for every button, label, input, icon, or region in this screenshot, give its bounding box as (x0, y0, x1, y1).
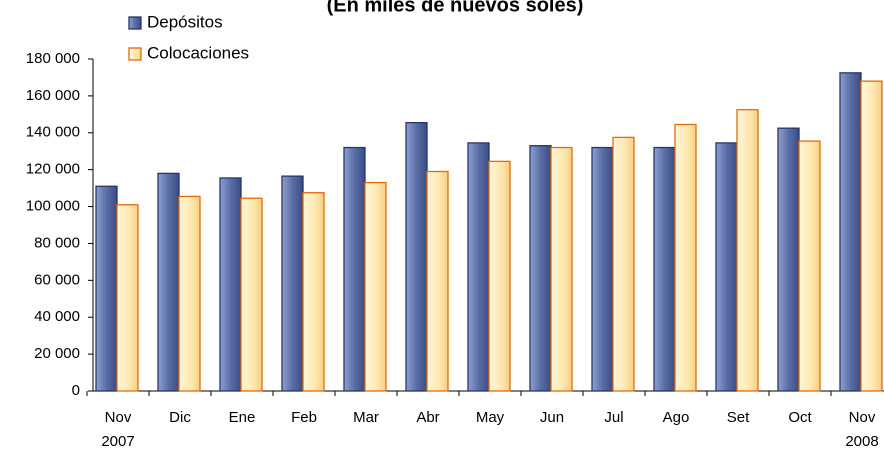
bar (95, 185, 118, 392)
bar (777, 127, 800, 392)
bar (674, 123, 697, 392)
bar (426, 170, 449, 392)
x-tick-label: Oct (788, 409, 812, 426)
y-tick-label: 60 000 (34, 271, 80, 288)
x-tick-label: Mar (353, 409, 379, 426)
y-tick-label: 160 000 (26, 87, 80, 104)
y-tick-label: 80 000 (34, 234, 80, 251)
y-tick-label: 20 000 (34, 345, 80, 362)
y-tick-label: 120 000 (26, 161, 80, 178)
year-label: 2008 (845, 433, 878, 450)
x-tick-label: Ene (229, 409, 256, 426)
bar (157, 172, 180, 392)
year-label: 2007 (101, 433, 134, 450)
x-tick-label: Abr (416, 409, 439, 426)
bar (302, 192, 325, 392)
bar (860, 80, 883, 392)
bar (736, 109, 759, 392)
bar (550, 146, 573, 392)
legend-swatch (128, 47, 142, 61)
bar (240, 197, 263, 392)
bar (364, 181, 387, 392)
bar (343, 146, 366, 392)
y-tick-label: 40 000 (34, 308, 80, 325)
y-tick-label: 100 000 (26, 198, 80, 215)
bar (529, 145, 552, 392)
x-tick-label: Nov (105, 409, 132, 426)
bar (281, 175, 304, 392)
bar (591, 146, 614, 392)
legend-swatch (128, 16, 142, 30)
x-tick-label: May (476, 409, 505, 426)
legend-label: Colocaciones (147, 43, 249, 62)
legend-label: Depósitos (147, 12, 223, 31)
y-tick-label: 180 000 (26, 50, 80, 67)
bar (116, 204, 139, 392)
bar (653, 146, 676, 392)
y-tick-label: 0 (72, 382, 80, 399)
bar (839, 72, 862, 392)
x-tick-label: Dic (169, 409, 191, 426)
x-tick-label: Feb (291, 409, 317, 426)
x-tick-label: Ago (663, 409, 690, 426)
bar (715, 142, 738, 392)
bar (405, 121, 428, 392)
x-tick-label: Jul (604, 409, 623, 426)
x-tick-label: Jun (540, 409, 564, 426)
bar (467, 142, 490, 392)
bar (219, 177, 242, 392)
bar (798, 140, 821, 392)
bar (612, 136, 635, 392)
x-tick-label: Set (727, 409, 750, 426)
y-tick-label: 140 000 (26, 124, 80, 141)
bar (488, 160, 511, 392)
bar (178, 195, 201, 392)
x-tick-label: Nov (849, 409, 876, 426)
chart-title: (En miles de nuevos soles) (327, 0, 584, 16)
